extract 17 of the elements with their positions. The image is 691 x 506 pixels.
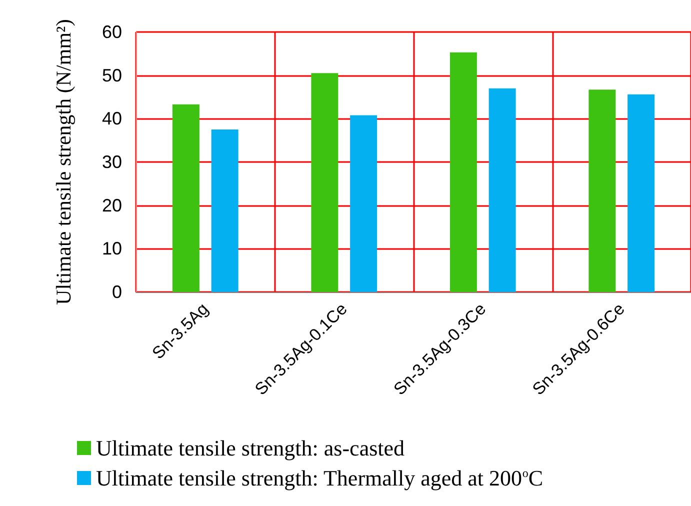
bar	[450, 52, 477, 292]
bar	[172, 104, 200, 292]
bar	[628, 94, 655, 292]
bar	[488, 88, 516, 292]
y-tick-label: 30	[102, 152, 122, 172]
bar	[211, 130, 238, 292]
y-tick-label: 40	[102, 108, 122, 129]
y-tick-label: 50	[102, 65, 122, 86]
y-axis-title: Ultimate tensile strength (N/mm²)	[52, 19, 76, 305]
y-tick-label: 20	[102, 195, 122, 216]
bar	[311, 73, 338, 292]
y-tick-label: 60	[102, 22, 122, 42]
y-tick-label: 0	[112, 282, 122, 302]
legend-label: Ultimate tensile strength: as-casted	[96, 436, 405, 460]
y-tick-label: 10	[102, 238, 122, 259]
bar	[588, 90, 616, 292]
bar	[350, 115, 378, 292]
